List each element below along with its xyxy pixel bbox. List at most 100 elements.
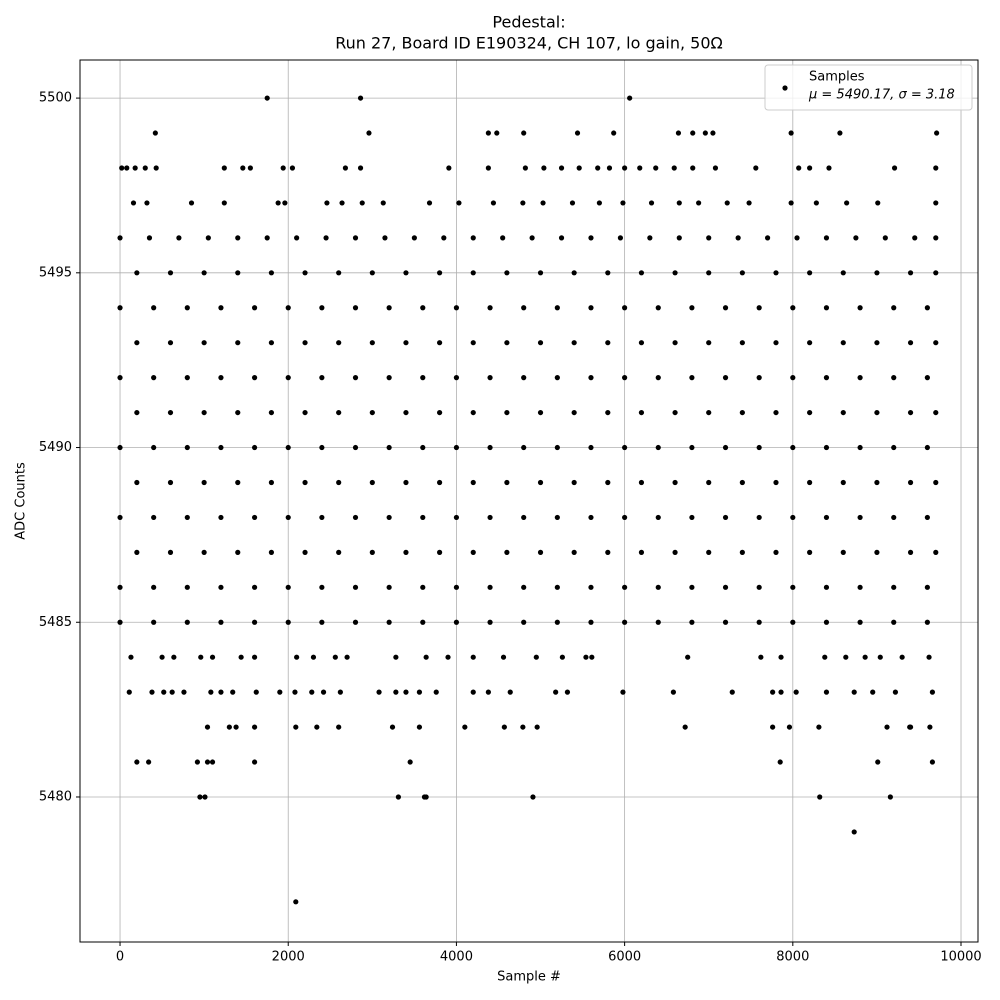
- point: [857, 375, 863, 381]
- point: [470, 340, 476, 346]
- point: [840, 340, 846, 346]
- point: [647, 235, 653, 241]
- point: [857, 619, 863, 625]
- point: [534, 724, 540, 730]
- point: [655, 514, 661, 521]
- point: [655, 375, 661, 381]
- point: [151, 375, 157, 381]
- point: [874, 479, 880, 486]
- point: [564, 689, 571, 695]
- point: [426, 200, 433, 206]
- point: [840, 479, 846, 486]
- point: [159, 654, 165, 660]
- point: [529, 235, 535, 241]
- point: [558, 235, 565, 241]
- point: [934, 130, 940, 136]
- point: [706, 479, 712, 486]
- point: [403, 479, 409, 486]
- point: [773, 479, 779, 486]
- point: [302, 409, 308, 416]
- point: [420, 514, 426, 521]
- point: [352, 444, 359, 451]
- point: [926, 654, 932, 660]
- point: [453, 584, 460, 590]
- point: [204, 724, 211, 730]
- point: [386, 584, 392, 590]
- point: [739, 270, 745, 276]
- point: [134, 479, 140, 486]
- y-tick-label: 5490: [39, 440, 72, 455]
- point: [253, 689, 259, 695]
- point: [843, 654, 849, 660]
- point: [670, 689, 676, 695]
- point: [773, 270, 779, 276]
- point: [230, 689, 236, 695]
- point: [899, 654, 905, 660]
- point: [907, 409, 914, 416]
- point: [130, 200, 137, 206]
- point: [117, 619, 123, 625]
- point: [369, 409, 375, 416]
- point: [690, 130, 696, 136]
- point: [689, 444, 695, 451]
- point: [840, 409, 846, 416]
- point: [251, 514, 258, 521]
- point: [569, 200, 576, 206]
- point: [332, 654, 338, 660]
- point: [554, 619, 560, 625]
- point: [655, 444, 661, 451]
- point: [756, 444, 762, 451]
- point: [501, 724, 507, 730]
- point: [151, 619, 157, 625]
- point: [146, 235, 153, 241]
- point: [617, 235, 624, 241]
- point: [655, 619, 661, 625]
- point: [352, 375, 359, 381]
- x-axis-label: Sample #: [497, 970, 561, 985]
- point: [320, 689, 327, 695]
- point: [907, 270, 914, 276]
- point: [117, 584, 123, 590]
- point: [453, 514, 460, 521]
- point: [933, 235, 939, 241]
- point: [380, 200, 386, 206]
- point: [134, 270, 140, 276]
- point: [807, 479, 813, 486]
- chart-title: Pedestal:: [492, 13, 565, 32]
- point: [437, 479, 443, 486]
- point: [293, 899, 299, 905]
- point: [653, 165, 659, 171]
- point: [416, 689, 423, 695]
- point: [302, 549, 308, 555]
- point: [352, 584, 359, 590]
- point: [264, 95, 270, 101]
- point: [420, 375, 426, 381]
- point: [275, 200, 281, 206]
- point: [790, 619, 796, 625]
- point: [487, 619, 493, 625]
- point: [773, 340, 779, 346]
- point: [309, 689, 315, 695]
- point: [386, 514, 392, 521]
- point: [790, 444, 796, 451]
- x-tick-label: 8000: [776, 950, 809, 965]
- point: [251, 759, 258, 765]
- point: [875, 200, 881, 206]
- point: [453, 375, 460, 381]
- point: [877, 654, 883, 660]
- point: [336, 724, 342, 730]
- point: [504, 549, 510, 555]
- point: [520, 724, 526, 730]
- point: [319, 305, 325, 311]
- point: [393, 654, 399, 660]
- point: [221, 200, 227, 206]
- point: [218, 375, 224, 381]
- point: [790, 584, 796, 590]
- point: [146, 759, 152, 765]
- point: [144, 200, 150, 206]
- point: [240, 165, 246, 171]
- point: [540, 200, 546, 206]
- point: [807, 165, 813, 171]
- point: [605, 340, 611, 346]
- point: [844, 200, 850, 206]
